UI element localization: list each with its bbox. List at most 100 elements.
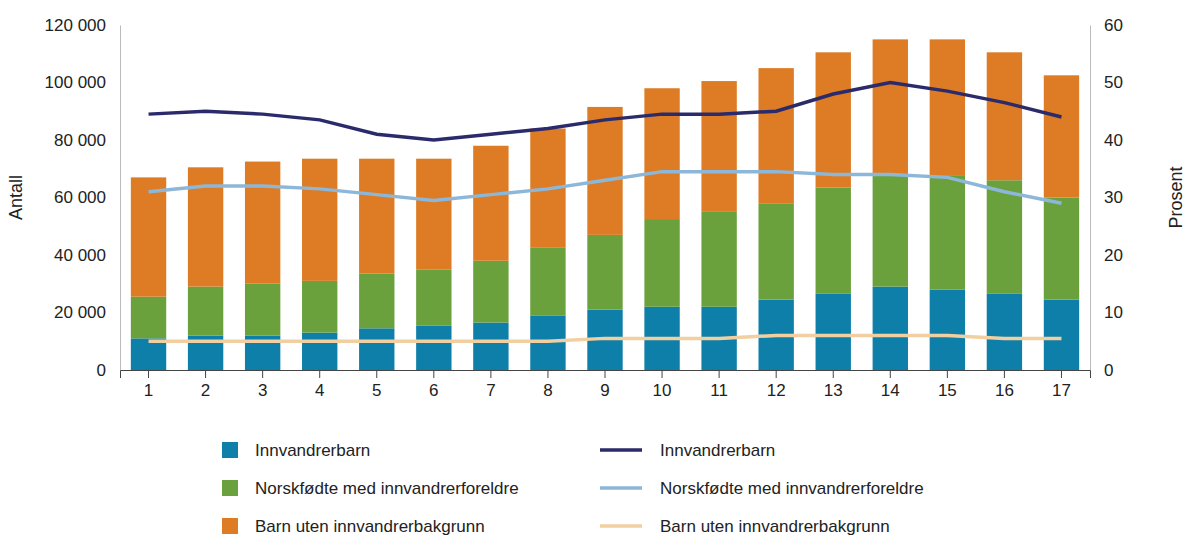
y-axis-title: Antall [6,175,26,220]
bar [644,219,679,307]
bar [359,274,394,329]
x-tick: 8 [543,370,552,400]
bar [131,338,166,370]
bar [473,261,508,323]
x-tick: 3 [258,370,267,400]
x-tick-mark [433,370,434,378]
y2-tick-label: 40 [1104,131,1123,150]
x-tick: 13 [824,370,843,400]
x-tick: 15 [938,370,957,400]
y-tick: 80 000 [54,131,120,150]
x-tick-label: 16 [995,381,1014,400]
bar [245,162,280,284]
bar [416,325,451,370]
bar [987,180,1022,294]
bar [873,39,908,176]
bar [987,294,1022,370]
bar [816,294,851,370]
y2-axis-title: Prosent [1166,166,1186,228]
bar [758,68,793,203]
legend-item: Innvandrerbarn [600,441,775,460]
y2-tick: 10 [1090,303,1123,322]
x-tick-mark [319,370,320,378]
y2-tick: 60 [1090,16,1123,35]
y-tick: 120 000 [45,16,120,35]
bar [930,290,965,371]
x-tick-mark [776,370,777,378]
x-tick-mark [262,370,263,378]
legend-swatch [600,486,642,490]
legend-swatch [222,442,238,458]
x-tick-mark [205,370,206,378]
bar [416,269,451,325]
x-tick-mark [890,370,891,378]
x-tick-label: 10 [653,381,672,400]
bar [359,159,394,274]
x-tick: 4 [315,370,324,400]
legend-label: Barn uten innvandrerbakgrunn [255,517,485,536]
x-tick: 2 [201,370,210,400]
bar [644,88,679,219]
bar [473,323,508,370]
x-tick-label: 9 [600,381,609,400]
x-tick: 11 [710,370,728,400]
bar [245,284,280,336]
bar [473,146,508,261]
y2-tick-label: 10 [1104,303,1123,322]
x-tick-mark [490,370,491,378]
x-tick: 1 [144,370,153,400]
y-tick-label: 80 000 [54,131,106,150]
x-tick-mark [148,370,149,378]
y2-tick-label: 30 [1104,188,1123,207]
x-tick: 12 [767,370,786,400]
bar [701,81,736,212]
bar [359,328,394,370]
y-tick-label: 60 000 [54,188,106,207]
x-tick: 17 [1052,370,1071,400]
y-tick: 100 000 [45,73,120,92]
legend-swatch [600,524,642,528]
x-tick-label: 8 [543,381,552,400]
y-tick-label: 20 000 [54,303,106,322]
bar [302,281,337,333]
x-tick-label: 4 [315,381,324,400]
bars [131,39,1079,370]
legend-swatch [600,448,642,452]
x-tick-label: 14 [881,381,900,400]
y-tick: 40 000 [54,246,120,265]
y2-tick: 0 [1090,361,1113,380]
bar [416,159,451,270]
bar [587,235,622,310]
bar [930,39,965,176]
y2-tick-label: 0 [1104,361,1113,380]
bar [758,203,793,299]
x-axis-line [121,371,1091,379]
bar [1044,75,1079,197]
line [149,172,1062,204]
legend-label: Barn uten innvandrerbakgrunn [660,517,890,536]
y-axis-line [120,26,121,371]
y-tick: 60 000 [54,188,120,207]
x-tick: 6 [429,370,438,400]
x-tick-mark [605,370,606,378]
x-tick: 14 [881,370,900,400]
legend: InnvandrerbarnNorskfødte med innvandrerf… [222,441,924,536]
x-tick-mark [719,370,720,378]
x-tick: 5 [372,370,381,400]
legend-item: Barn uten innvandrerbakgrunn [222,517,485,536]
y2-tick-label: 20 [1104,246,1123,265]
x-tick-label: 13 [824,381,843,400]
bar [873,176,908,287]
y-tick-label: 100 000 [45,73,106,92]
bar [302,333,337,370]
x-tick-label: 11 [710,381,728,400]
x-tick: 10 [653,370,672,400]
plot: 0 20 000 40 000 60 000 80 000 100 000 120 000 0… [45,16,1123,400]
x-tick-mark [947,370,948,378]
x-tick-mark [833,370,834,378]
y-tick-label: 0 [97,361,106,380]
bar [701,212,736,307]
x-tick-mark [1004,370,1005,378]
x-tick: 9 [600,370,609,400]
x-tick-label: 17 [1052,381,1071,400]
